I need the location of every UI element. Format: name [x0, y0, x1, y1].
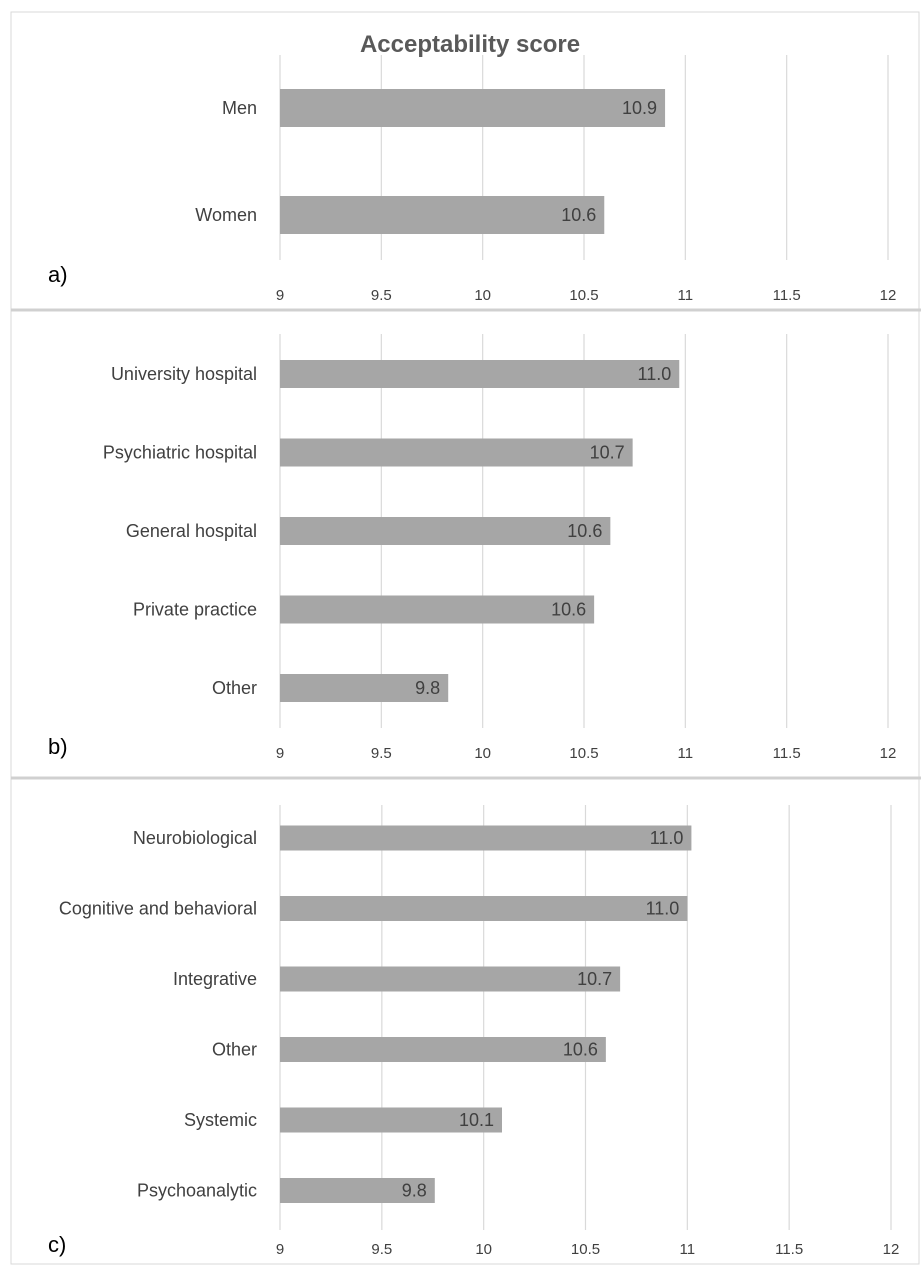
data-label: 10.9 — [622, 98, 657, 118]
data-label: 10.6 — [567, 521, 602, 541]
x-tick-label: 11.5 — [773, 745, 801, 762]
x-tick-label: 10.5 — [569, 745, 598, 762]
bar — [280, 896, 688, 921]
bar — [280, 89, 666, 127]
x-tick-label: 10 — [474, 745, 491, 762]
bar — [280, 674, 449, 702]
data-label: 10.7 — [590, 443, 625, 463]
x-tick-label: 11 — [678, 745, 694, 762]
bar — [280, 1178, 435, 1203]
bar — [280, 966, 621, 992]
x-tick-label: 10 — [475, 1241, 492, 1258]
data-label: 10.7 — [577, 969, 612, 989]
x-tick-label: 11 — [680, 1241, 696, 1258]
x-tick-label: 10.5 — [569, 287, 598, 304]
data-label: 11.0 — [650, 828, 684, 848]
category-label: Men — [222, 98, 257, 118]
category-label: Private practice — [133, 600, 257, 620]
bar — [280, 196, 605, 234]
bar — [280, 360, 680, 388]
category-label: General hospital — [126, 521, 257, 541]
x-tick-label: 12 — [880, 745, 897, 762]
category-label: Neurobiological — [133, 828, 257, 848]
x-tick-label: 11.5 — [773, 287, 801, 304]
x-tick-label: 9.5 — [371, 287, 392, 304]
bar — [280, 1037, 606, 1062]
x-tick-label: 10.5 — [571, 1241, 600, 1258]
panel-label: b) — [48, 734, 68, 759]
data-label: 10.6 — [563, 1040, 598, 1060]
x-tick-label: 11.5 — [775, 1241, 803, 1258]
data-label: 9.8 — [415, 678, 440, 698]
x-tick-label: 9.5 — [371, 745, 392, 762]
data-label: 10.1 — [459, 1110, 494, 1130]
data-label: 11.0 — [638, 364, 672, 384]
figure-frame — [10, 11, 920, 1265]
x-tick-label: 12 — [880, 287, 897, 304]
bar — [280, 438, 633, 467]
category-label: University hospital — [111, 364, 257, 384]
x-tick-label: 9 — [276, 287, 284, 304]
x-tick-label: 9.5 — [371, 1241, 392, 1258]
category-label: Women — [195, 205, 257, 225]
chart-title: Acceptability score — [360, 31, 580, 58]
category-label: Other — [212, 1040, 257, 1060]
category-label: Systemic — [184, 1110, 257, 1130]
x-tick-label: 9 — [276, 1241, 284, 1258]
category-label: Psychiatric hospital — [103, 443, 257, 463]
bar — [280, 1107, 502, 1133]
data-label: 9.8 — [402, 1181, 427, 1201]
bar — [280, 517, 611, 545]
panel-label: a) — [48, 262, 68, 287]
data-label: 11.0 — [646, 899, 680, 919]
category-label: Psychoanalytic — [137, 1181, 257, 1201]
data-label: 10.6 — [561, 205, 596, 225]
x-tick-label: 9 — [276, 745, 284, 762]
data-label: 10.6 — [551, 600, 586, 620]
category-label: Other — [212, 678, 257, 698]
panel-label: c) — [48, 1232, 66, 1257]
category-label: Cognitive and behavioral — [59, 899, 257, 919]
x-tick-label: 12 — [883, 1241, 900, 1258]
category-label: Integrative — [173, 969, 257, 989]
x-tick-label: 10 — [474, 287, 491, 304]
bar — [280, 825, 692, 851]
x-tick-label: 11 — [678, 287, 694, 304]
bar — [280, 595, 595, 624]
